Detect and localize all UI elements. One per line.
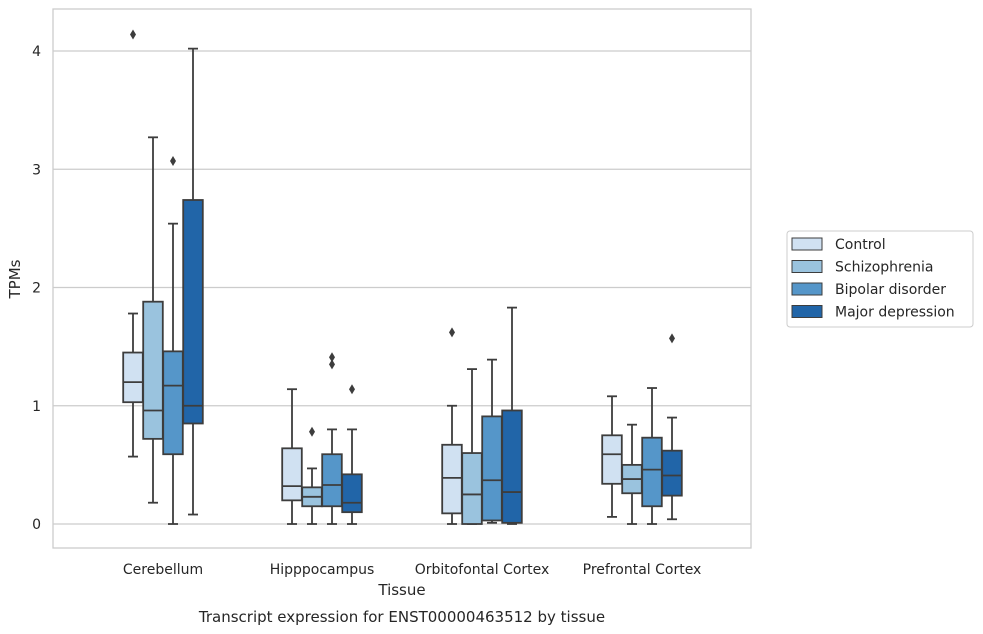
box-iqr (601, 434, 623, 485)
x-tick-label: Hipppocampus (270, 562, 375, 578)
x-axis-title: Tissue (377, 581, 425, 599)
box-group (621, 423, 643, 525)
box-group (142, 136, 164, 504)
box-iqr (162, 350, 184, 456)
box-iqr (182, 199, 204, 425)
x-tick-label: Cerebellum (123, 562, 203, 578)
outlier-point (669, 333, 675, 344)
box-group (441, 327, 463, 525)
legend: Control Schizophrenia Bipolar disorder Majo… (786, 230, 974, 328)
box-iqr (481, 415, 503, 522)
legend-label: Bipolar disorder (835, 282, 946, 298)
box-group (301, 426, 323, 525)
box-group (481, 358, 503, 524)
box-iqr (321, 453, 343, 508)
legend-item: Major depression (791, 305, 955, 321)
outlier-point (449, 327, 455, 338)
box-group (182, 47, 204, 516)
box-group (122, 29, 144, 458)
outlier-point (130, 29, 136, 40)
outlier-point (329, 352, 335, 363)
legend-item: Control (791, 237, 886, 253)
box-iqr (281, 447, 303, 502)
legend-swatch (791, 282, 823, 296)
box-group (501, 306, 523, 525)
boxes-layer (122, 29, 683, 525)
outlier-point (329, 359, 335, 370)
outlier-point (309, 426, 315, 437)
chart-caption: Transcript expression for ENST0000046351… (198, 608, 605, 626)
legend-label: Major depression (835, 305, 955, 321)
legend-swatch (791, 260, 823, 273)
box-group (601, 395, 623, 518)
legend-swatch (791, 305, 823, 318)
outlier-point (349, 384, 355, 395)
x-tick-label: Prefrontal Cortex (583, 562, 702, 578)
box-iqr (461, 452, 483, 525)
box-group (321, 352, 343, 525)
legend-label: Control (835, 237, 886, 253)
legend-swatch (791, 237, 823, 251)
legend-frame (786, 230, 974, 328)
y-tick-label: 3 (32, 162, 41, 178)
y-tick-label: 4 (32, 44, 41, 60)
box-iqr (641, 436, 663, 508)
box-group (281, 388, 303, 525)
box-iqr (341, 473, 363, 514)
box-group (162, 155, 184, 525)
box-iqr (122, 351, 144, 404)
y-tick-label: 2 (32, 281, 41, 297)
y-tick-label: 0 (32, 517, 41, 533)
legend-item: Bipolar disorder (791, 282, 946, 298)
x-tick-label: Orbitofontal Cortex (415, 562, 550, 578)
box-group (341, 384, 363, 525)
x-tick-labels: Cerebellum Hipppocampus Orbitofontal Corte… (123, 562, 701, 578)
box-group (641, 387, 663, 525)
outlier-point (170, 155, 176, 166)
box-group (461, 368, 483, 525)
legend-label: Schizophrenia (835, 260, 933, 276)
box-iqr (441, 443, 463, 515)
legend-item: Schizophrenia (791, 260, 933, 276)
box-iqr (142, 300, 164, 440)
box-iqr (501, 409, 523, 524)
box-group (661, 333, 683, 521)
plot-frame (52, 8, 752, 549)
box-iqr (661, 449, 683, 497)
y-axis-title: TPMs (6, 259, 24, 299)
y-tick-label: 1 (32, 399, 41, 415)
y-tick-labels: 0 1 2 3 4 (32, 44, 41, 533)
